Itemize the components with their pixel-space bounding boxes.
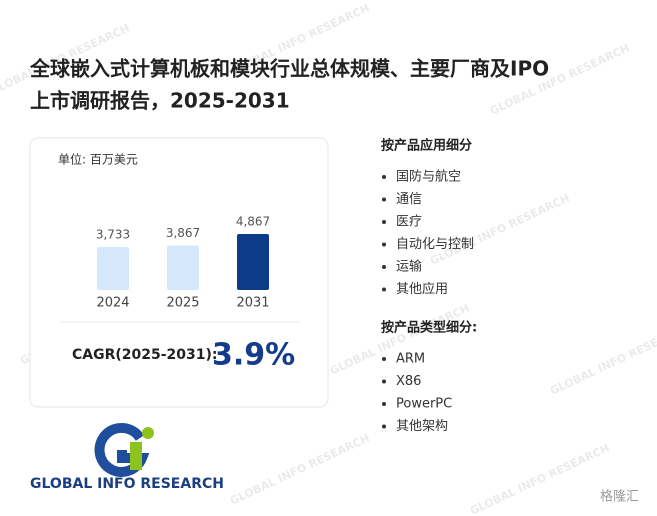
segment-item: 自动化与控制 [396, 237, 474, 252]
bullet [382, 379, 386, 384]
bar [167, 245, 199, 290]
watermark: GLOBAL INFO RESEARCH [548, 321, 657, 397]
bar [97, 247, 129, 290]
cagr-label: CAGR(2025-2031): [72, 347, 218, 363]
unit-label: 单位: 百万美元 [58, 152, 138, 167]
source-mark: 格隆汇 [600, 489, 639, 505]
cagr-value: 3.9% [212, 338, 295, 373]
bullet [382, 357, 386, 361]
value-label: 3,867 [166, 226, 200, 240]
title-line: 全球嵌入式计算机板和模块行业总体规模、主要厂商及IPO [29, 57, 549, 81]
segment-item: X86 [396, 374, 421, 389]
bullet [382, 197, 386, 202]
x-tick-label: 2031 [236, 296, 269, 311]
logo-text: GLOBAL INFO RESEARCH [30, 476, 224, 492]
watermark: GLOBAL INFO RESEARCH [228, 431, 372, 507]
value-label: 3,733 [96, 228, 130, 242]
segment-item: 其他应用 [396, 281, 448, 297]
logo: GLOBAL INFO RESEARCH [30, 422, 224, 492]
bullet [382, 175, 386, 179]
bullet [382, 220, 386, 224]
watermark: GLOBAL INFO RESEARCH [468, 441, 612, 516]
title-line: 上市调研报告，2025-2031 [30, 89, 290, 113]
segment-title: 按产品类型细分: [381, 320, 477, 336]
segment-item: PowerPC [396, 397, 452, 412]
x-tick-label: 2025 [166, 296, 199, 311]
logo-i [130, 442, 142, 470]
segment-item: 国防与航空 [396, 169, 461, 185]
segment-item: ARM [396, 352, 425, 367]
bar [237, 234, 269, 290]
bullet [382, 242, 386, 247]
bullet [382, 424, 386, 429]
segment-item: 医疗 [396, 215, 422, 230]
logo-dot [142, 427, 154, 439]
value-label: 4,867 [236, 215, 270, 229]
segment-item: 运输 [396, 259, 422, 275]
bullet [382, 402, 386, 406]
bullet [382, 265, 386, 269]
bullet [382, 287, 386, 292]
segment-item: 其他架构 [396, 419, 448, 434]
segment-item: 通信 [396, 192, 422, 207]
watermark: GLOBAL INFO RESEARCH [428, 191, 572, 267]
segment-title: 按产品应用细分 [381, 138, 472, 154]
x-tick-label: 2024 [96, 296, 129, 311]
